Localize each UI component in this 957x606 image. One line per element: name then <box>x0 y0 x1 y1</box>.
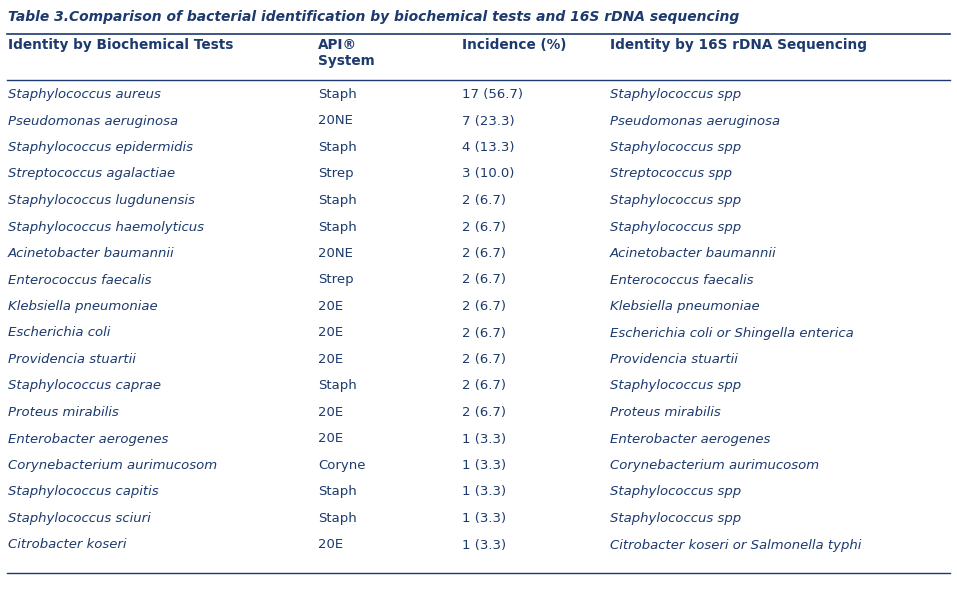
Text: 20E: 20E <box>318 353 344 366</box>
Text: 3 (10.0): 3 (10.0) <box>462 167 514 181</box>
Text: 20E: 20E <box>318 433 344 445</box>
Text: Klebsiella pneumoniae: Klebsiella pneumoniae <box>8 300 158 313</box>
Text: Table 3.Comparison of bacterial identification by biochemical tests and 16S rDNA: Table 3.Comparison of bacterial identifi… <box>8 10 739 24</box>
Text: Enterococcus faecalis: Enterococcus faecalis <box>610 273 753 287</box>
Text: 2 (6.7): 2 (6.7) <box>462 273 506 287</box>
Text: Staphylococcus epidermidis: Staphylococcus epidermidis <box>8 141 193 154</box>
Text: Acinetobacter baumannii: Acinetobacter baumannii <box>8 247 174 260</box>
Text: Identity by Biochemical Tests: Identity by Biochemical Tests <box>8 38 234 52</box>
Text: 2 (6.7): 2 (6.7) <box>462 300 506 313</box>
Text: 2 (6.7): 2 (6.7) <box>462 353 506 366</box>
Text: Citrobacter koseri: Citrobacter koseri <box>8 539 126 551</box>
Text: 20E: 20E <box>318 300 344 313</box>
Text: 20E: 20E <box>318 327 344 339</box>
Text: Staphylococcus capitis: Staphylococcus capitis <box>8 485 159 499</box>
Text: Staph: Staph <box>318 221 357 233</box>
Text: Incidence (%): Incidence (%) <box>462 38 567 52</box>
Text: Escherichia coli or Shingella enterica: Escherichia coli or Shingella enterica <box>610 327 854 339</box>
Text: 7 (23.3): 7 (23.3) <box>462 115 515 127</box>
Text: Staphylococcus spp: Staphylococcus spp <box>610 221 741 233</box>
Text: Acinetobacter baumannii: Acinetobacter baumannii <box>610 247 777 260</box>
Text: Staphylococcus sciuri: Staphylococcus sciuri <box>8 512 151 525</box>
Text: Streptococcus spp: Streptococcus spp <box>610 167 732 181</box>
Text: Staphylococcus spp: Staphylococcus spp <box>610 485 741 499</box>
Text: Proteus mirabilis: Proteus mirabilis <box>8 406 119 419</box>
Text: Proteus mirabilis: Proteus mirabilis <box>610 406 721 419</box>
Text: 2 (6.7): 2 (6.7) <box>462 406 506 419</box>
Text: Coryne: Coryne <box>318 459 366 472</box>
Text: Staphylococcus caprae: Staphylococcus caprae <box>8 379 161 393</box>
Text: 2 (6.7): 2 (6.7) <box>462 247 506 260</box>
Text: Providencia stuartii: Providencia stuartii <box>610 353 738 366</box>
Text: Staphylococcus spp: Staphylococcus spp <box>610 194 741 207</box>
Text: Enterobacter aerogenes: Enterobacter aerogenes <box>610 433 770 445</box>
Text: Staphylococcus spp: Staphylococcus spp <box>610 88 741 101</box>
Text: Pseudomonas aeruginosa: Pseudomonas aeruginosa <box>8 115 178 127</box>
Text: API®: API® <box>318 38 357 52</box>
Text: 2 (6.7): 2 (6.7) <box>462 221 506 233</box>
Text: Staphylococcus spp: Staphylococcus spp <box>610 512 741 525</box>
Text: 1 (3.3): 1 (3.3) <box>462 512 506 525</box>
Text: Staphylococcus spp: Staphylococcus spp <box>610 141 741 154</box>
Text: Pseudomonas aeruginosa: Pseudomonas aeruginosa <box>610 115 780 127</box>
Text: 1 (3.3): 1 (3.3) <box>462 459 506 472</box>
Text: 1 (3.3): 1 (3.3) <box>462 433 506 445</box>
Text: 20E: 20E <box>318 406 344 419</box>
Text: Staph: Staph <box>318 512 357 525</box>
Text: Corynebacterium aurimucosom: Corynebacterium aurimucosom <box>610 459 819 472</box>
Text: Enterococcus faecalis: Enterococcus faecalis <box>8 273 151 287</box>
Text: Klebsiella pneumoniae: Klebsiella pneumoniae <box>610 300 760 313</box>
Text: Providencia stuartii: Providencia stuartii <box>8 353 136 366</box>
Text: 1 (3.3): 1 (3.3) <box>462 485 506 499</box>
Text: Strep: Strep <box>318 167 354 181</box>
Text: 20E: 20E <box>318 539 344 551</box>
Text: Staph: Staph <box>318 88 357 101</box>
Text: Citrobacter koseri or Salmonella typhi: Citrobacter koseri or Salmonella typhi <box>610 539 861 551</box>
Text: Staphylococcus lugdunensis: Staphylococcus lugdunensis <box>8 194 195 207</box>
Text: Strep: Strep <box>318 273 354 287</box>
Text: Corynebacterium aurimucosom: Corynebacterium aurimucosom <box>8 459 217 472</box>
Text: Enterobacter aerogenes: Enterobacter aerogenes <box>8 433 168 445</box>
Text: 17 (56.7): 17 (56.7) <box>462 88 523 101</box>
Text: 20NE: 20NE <box>318 115 353 127</box>
Text: 1 (3.3): 1 (3.3) <box>462 539 506 551</box>
Text: Staph: Staph <box>318 141 357 154</box>
Text: System: System <box>318 54 375 68</box>
Text: Escherichia coli: Escherichia coli <box>8 327 110 339</box>
Text: Staph: Staph <box>318 485 357 499</box>
Text: Staph: Staph <box>318 194 357 207</box>
Text: Staphylococcus spp: Staphylococcus spp <box>610 379 741 393</box>
Text: 4 (13.3): 4 (13.3) <box>462 141 515 154</box>
Text: 2 (6.7): 2 (6.7) <box>462 379 506 393</box>
Text: Streptococcus agalactiae: Streptococcus agalactiae <box>8 167 175 181</box>
Text: 20NE: 20NE <box>318 247 353 260</box>
Text: Staphylococcus haemolyticus: Staphylococcus haemolyticus <box>8 221 204 233</box>
Text: Staph: Staph <box>318 379 357 393</box>
Text: Identity by 16S rDNA Sequencing: Identity by 16S rDNA Sequencing <box>610 38 867 52</box>
Text: Staphylococcus aureus: Staphylococcus aureus <box>8 88 161 101</box>
Text: 2 (6.7): 2 (6.7) <box>462 327 506 339</box>
Text: 2 (6.7): 2 (6.7) <box>462 194 506 207</box>
